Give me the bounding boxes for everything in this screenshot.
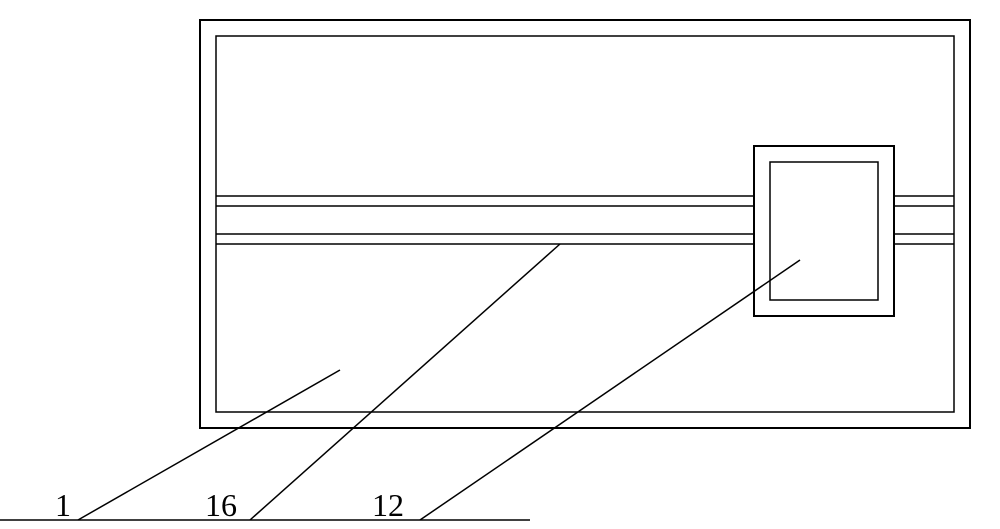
label-12: 12 xyxy=(372,487,404,523)
leader-12 xyxy=(420,260,800,520)
diagram-container: 1 16 12 xyxy=(0,0,1000,529)
technical-diagram: 1 16 12 xyxy=(0,0,1000,529)
small-box-fill xyxy=(754,146,894,316)
leader-16 xyxy=(250,244,560,520)
label-1: 1 xyxy=(55,487,71,523)
label-16: 16 xyxy=(205,487,237,523)
